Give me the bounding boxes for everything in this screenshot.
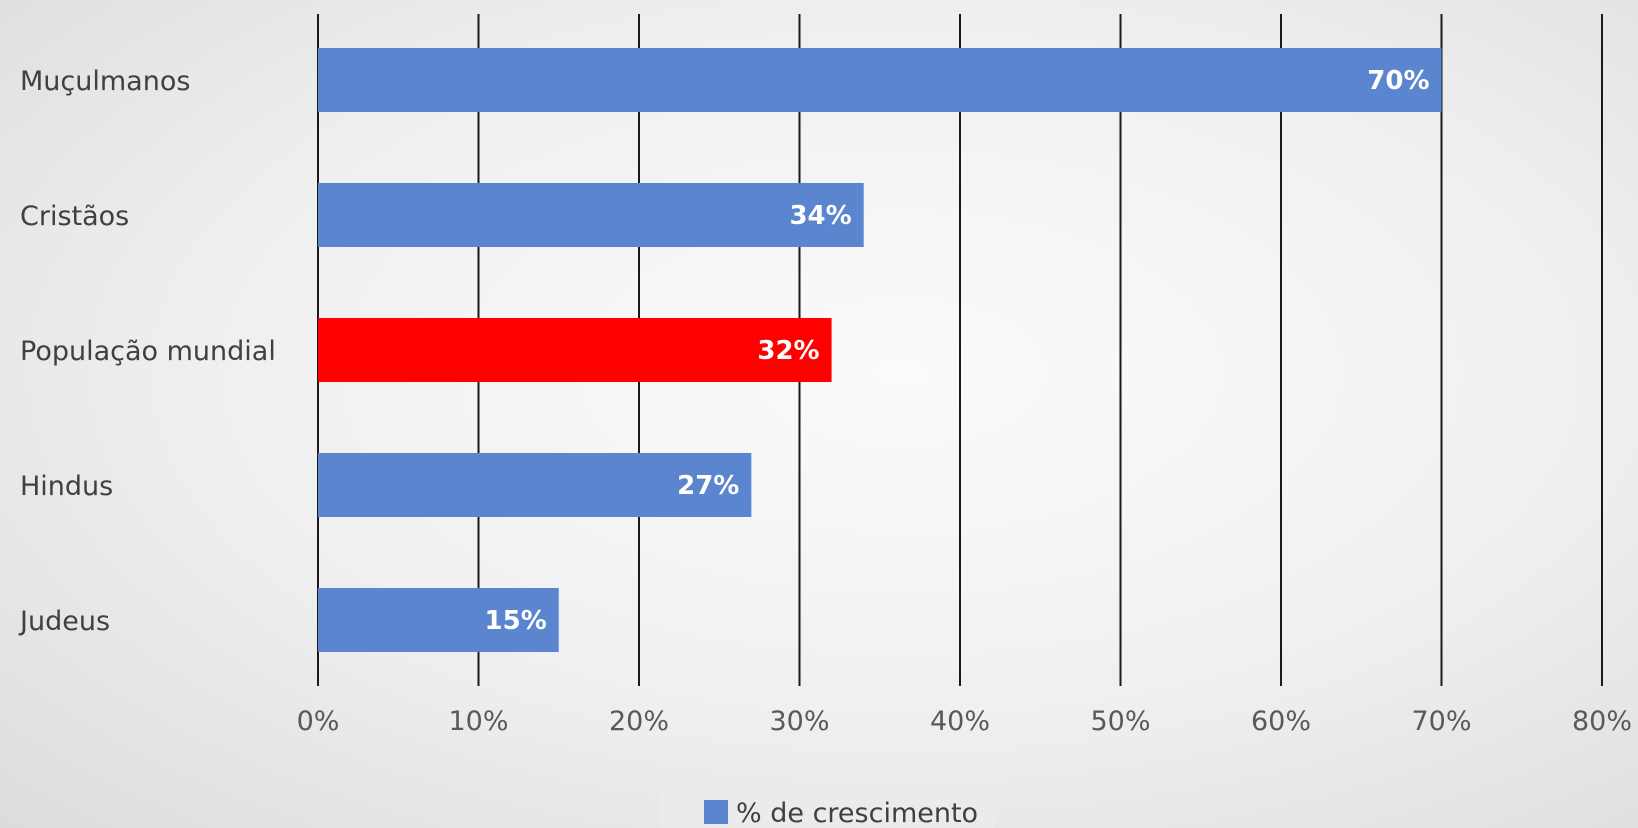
x-tick-label: 60% (1251, 706, 1311, 737)
bars (318, 48, 1442, 652)
bar (318, 183, 864, 247)
x-tick-label: 10% (448, 706, 508, 737)
legend-swatch (704, 800, 728, 824)
bar (318, 318, 832, 382)
category-label: Hindus (20, 471, 113, 502)
x-tick-label: 50% (1090, 706, 1150, 737)
bar (318, 453, 752, 517)
category-label: Judeus (18, 606, 110, 637)
bar-data-label: 27% (677, 471, 739, 501)
x-tick-label: 0% (297, 706, 340, 737)
x-tick-label: 30% (769, 706, 829, 737)
bar-data-label: 34% (789, 201, 851, 231)
bar-data-label: 15% (485, 606, 547, 636)
bar (318, 588, 559, 652)
bar (318, 48, 1442, 112)
x-tick-label: 80% (1572, 706, 1632, 737)
category-labels: Muçulmanos Cristãos População mundial Hindu… (18, 66, 276, 637)
legend: % de crescimento (660, 790, 994, 828)
bar-data-label: 70% (1367, 66, 1429, 96)
legend-entry: % de crescimento (736, 798, 978, 828)
category-label: Cristãos (20, 201, 129, 232)
x-tick-label: 20% (609, 706, 669, 737)
data-labels: 70% 34% 32% 27% 15% (485, 66, 1430, 636)
x-tick-label: 70% (1411, 706, 1471, 737)
category-label: População mundial (20, 336, 276, 367)
x-tick-label: 40% (930, 706, 990, 737)
bar-data-label: 32% (757, 336, 819, 366)
x-axis-tick-labels: 0% 10% 20% 30% 40% 50% 60% 70% 80% (297, 706, 1632, 737)
category-label: Muçulmanos (20, 66, 190, 97)
gridlines (317, 14, 1603, 686)
